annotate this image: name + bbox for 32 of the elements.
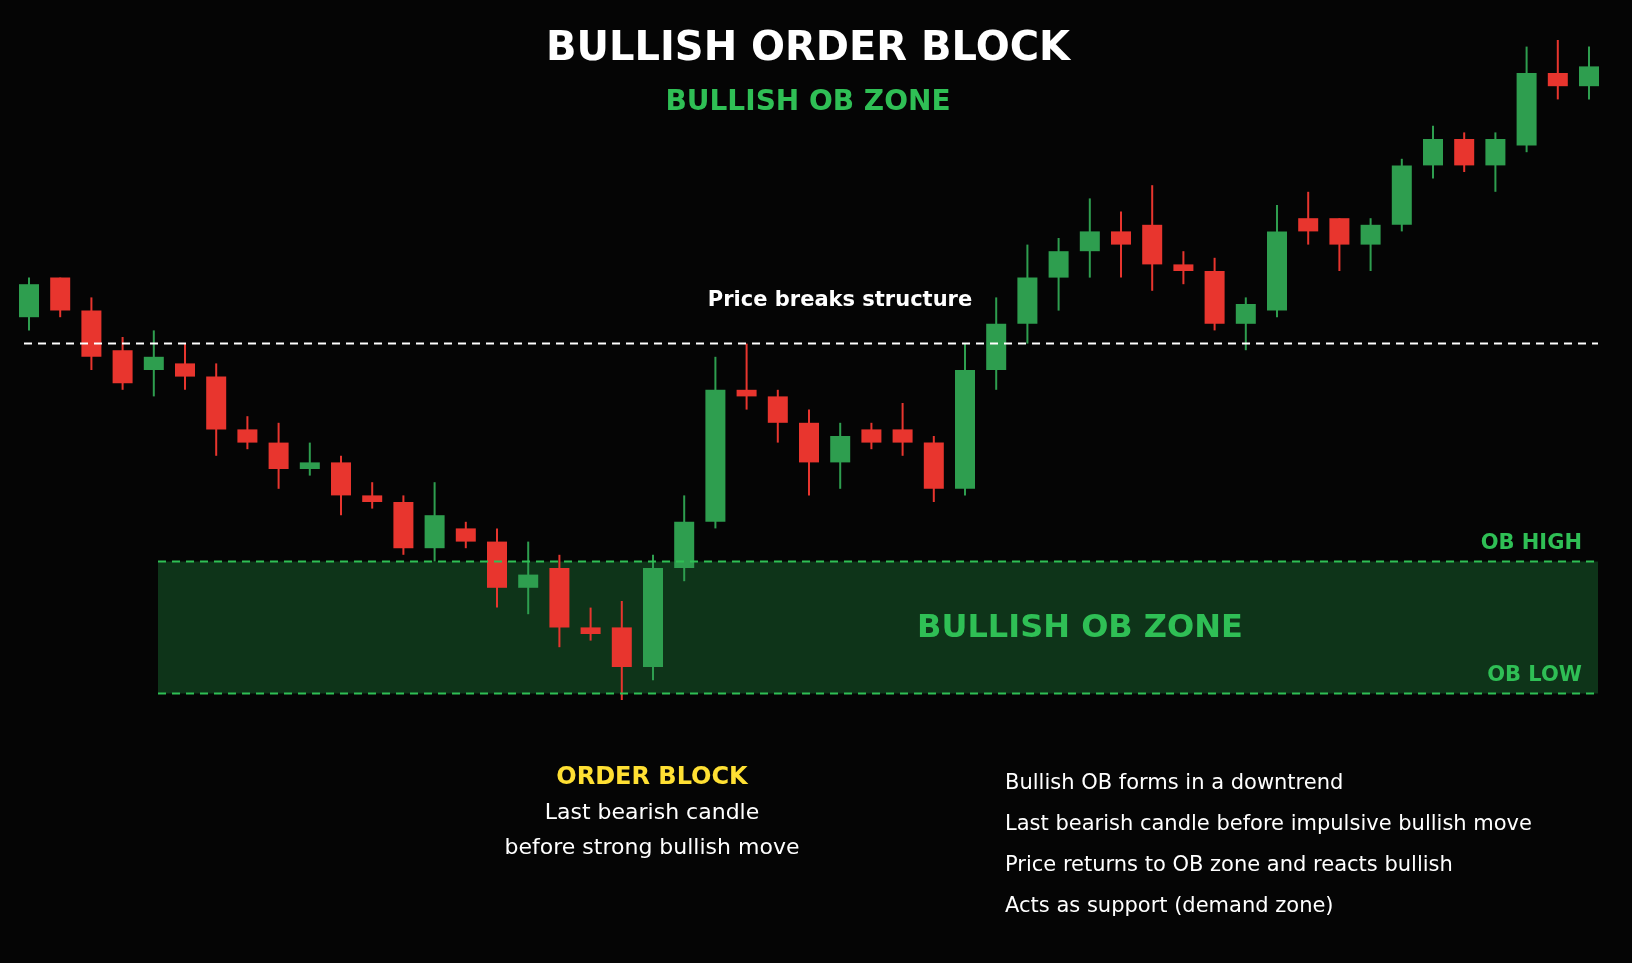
band-label: BULLISH OB ZONE xyxy=(917,607,1243,646)
ref-line-label: OB HIGH xyxy=(1480,530,1582,555)
text: Acts as support (demand zone) xyxy=(1005,893,1334,917)
candlestick xyxy=(299,441,320,477)
candlestick xyxy=(1298,190,1319,246)
candlestick xyxy=(736,342,757,411)
candlestick xyxy=(237,415,258,451)
ref-line-label: OB LOW xyxy=(1487,662,1582,687)
candlestick xyxy=(175,342,195,391)
candlestick xyxy=(1079,197,1100,279)
candlestick xyxy=(1111,210,1131,279)
candlestick xyxy=(1173,250,1194,286)
candlestick xyxy=(362,481,383,510)
candlestick xyxy=(143,329,164,398)
candlestick xyxy=(861,421,882,451)
candlestick xyxy=(1360,217,1381,272)
candlestick xyxy=(518,540,539,616)
text: BULLISH OB ZONE xyxy=(665,84,951,117)
text: Last bearish candle before impulsive bullish move xyxy=(1005,811,1532,835)
chart-title: BULLISH ORDER BLOCK xyxy=(545,23,1072,69)
candlestick xyxy=(892,402,913,457)
text: ORDER BLOCK xyxy=(556,762,750,790)
ref-line-label: Price breaks structure xyxy=(707,286,973,311)
candlestick xyxy=(455,520,476,550)
text: before strong bullish move xyxy=(504,834,800,859)
candlestick xyxy=(1579,45,1599,101)
candlestick xyxy=(1547,39,1568,101)
candlestick xyxy=(580,606,601,642)
text: Price returns to OB zone and reacts bullish xyxy=(1005,852,1453,876)
candlestick xyxy=(1235,296,1256,352)
text: Last bearish candle xyxy=(544,799,760,824)
text: Bullish OB forms in a downtrend xyxy=(1005,770,1344,794)
